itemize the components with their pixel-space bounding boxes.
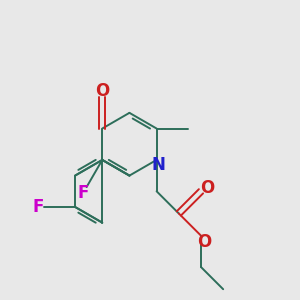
Text: N: N [151, 156, 165, 174]
Text: O: O [200, 179, 215, 197]
Text: F: F [32, 198, 44, 216]
Text: O: O [95, 82, 109, 100]
Text: F: F [78, 184, 89, 202]
Text: O: O [197, 233, 212, 251]
